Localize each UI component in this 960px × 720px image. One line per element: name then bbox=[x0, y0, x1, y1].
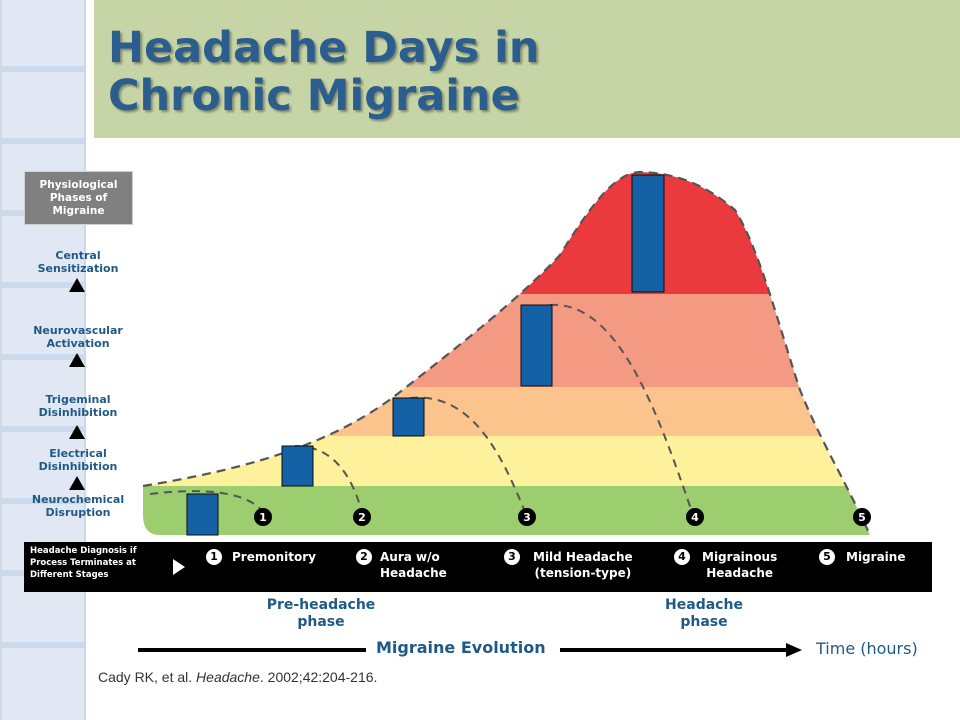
up-arrow-icon bbox=[69, 278, 85, 292]
phase-neurochemical-disruption: Neurochemical Disruption bbox=[31, 493, 125, 519]
diagnosis-note: Headache Diagnosis if Process Terminates… bbox=[30, 546, 137, 580]
citation: Cady RK, et al. Headache. 2002;42:204-21… bbox=[98, 669, 377, 685]
curve-marker-3-label: 3 bbox=[523, 511, 531, 524]
stage-bar-1 bbox=[186, 493, 219, 536]
arc-stage-1 bbox=[149, 490, 266, 516]
decor-tile bbox=[2, 72, 84, 138]
stage-4-label: Migrainous Headache bbox=[702, 550, 778, 580]
phase-trigeminal-disinhibition: Trigeminal Disinhibition bbox=[38, 393, 118, 419]
headache-phase-label: Headache phase bbox=[665, 597, 743, 630]
citation-details: . 2002;42:204-216. bbox=[259, 669, 378, 685]
migraine-evolution-label: Migraine Evolution bbox=[376, 638, 546, 657]
decor-tile bbox=[2, 288, 84, 354]
intensity-bands bbox=[143, 172, 870, 535]
band-central-sensitization bbox=[143, 172, 870, 294]
stage-bar-2 bbox=[281, 445, 314, 487]
arc-stage-2 bbox=[294, 445, 363, 513]
band-trigeminal-disinhibition bbox=[143, 387, 870, 436]
band-electrical-disinhibition bbox=[143, 436, 870, 486]
band-neurochemical-disruption bbox=[143, 486, 870, 535]
decor-tile bbox=[2, 360, 84, 426]
curve-marker-5-label: 5 bbox=[858, 511, 866, 524]
curve-marker-2: 2 bbox=[353, 508, 371, 526]
band-neurovascular-activation bbox=[143, 294, 870, 387]
stage-3-number: 3 bbox=[504, 549, 520, 565]
evolution-arrowhead bbox=[786, 643, 802, 657]
stage-bar-4 bbox=[520, 304, 553, 387]
phase-neurovascular-activation: Neurovascular Activation bbox=[33, 324, 123, 350]
left-decor-bar bbox=[0, 0, 86, 720]
pre-headache-phase-label: Pre-headache phase bbox=[266, 597, 376, 630]
arc-stage-3 bbox=[409, 396, 526, 513]
decor-tile bbox=[2, 216, 84, 282]
curve-marker-1: 1 bbox=[254, 508, 272, 526]
decor-tile bbox=[2, 0, 84, 66]
header-band bbox=[94, 0, 960, 138]
phase-central-sensitization: Central Sensitization bbox=[37, 249, 119, 275]
stage-4-number: 4 bbox=[674, 549, 690, 565]
stage-2-number: 2 bbox=[356, 549, 372, 565]
curve-marker-2-label: 2 bbox=[358, 511, 366, 524]
stage-1-label: Premonitory bbox=[232, 550, 316, 564]
physiological-phases-header: Physiological Phases of Migraine bbox=[24, 171, 133, 225]
slide-title: Headache Days in Chronic Migraine bbox=[108, 23, 540, 121]
diagnosis-band bbox=[24, 542, 932, 592]
curve-marker-5: 5 bbox=[853, 508, 871, 526]
play-arrow-icon bbox=[173, 559, 185, 575]
stage-bar-5 bbox=[631, 174, 665, 293]
curve-marker-4: 4 bbox=[686, 508, 704, 526]
phase-electrical-disinhibition: Electrical Disinhibition bbox=[38, 447, 118, 473]
up-arrow-icon bbox=[69, 476, 85, 490]
time-axis-label: Time (hours) bbox=[816, 639, 918, 658]
stage-1-number: 1 bbox=[206, 549, 222, 565]
up-arrow-icon bbox=[69, 353, 85, 367]
decor-tile bbox=[2, 648, 84, 720]
outer-envelope-dashed bbox=[142, 170, 872, 536]
curve-marker-4-label: 4 bbox=[691, 511, 699, 524]
stage-5-label: Migraine bbox=[846, 550, 906, 564]
stage-2-label: Aura w/o Headache bbox=[380, 550, 447, 580]
citation-authors: Cady RK, et al. bbox=[98, 669, 197, 685]
citation-journal: Headache bbox=[196, 669, 260, 685]
stage-5-number: 5 bbox=[819, 549, 835, 565]
stage-3-label: Mild Headache (tension-type) bbox=[533, 550, 633, 580]
up-arrow-icon bbox=[69, 425, 85, 439]
arc-stage-4 bbox=[549, 303, 693, 513]
stage-bar-3 bbox=[392, 397, 425, 437]
curve-marker-3: 3 bbox=[518, 508, 536, 526]
curve-marker-1-label: 1 bbox=[259, 511, 267, 524]
